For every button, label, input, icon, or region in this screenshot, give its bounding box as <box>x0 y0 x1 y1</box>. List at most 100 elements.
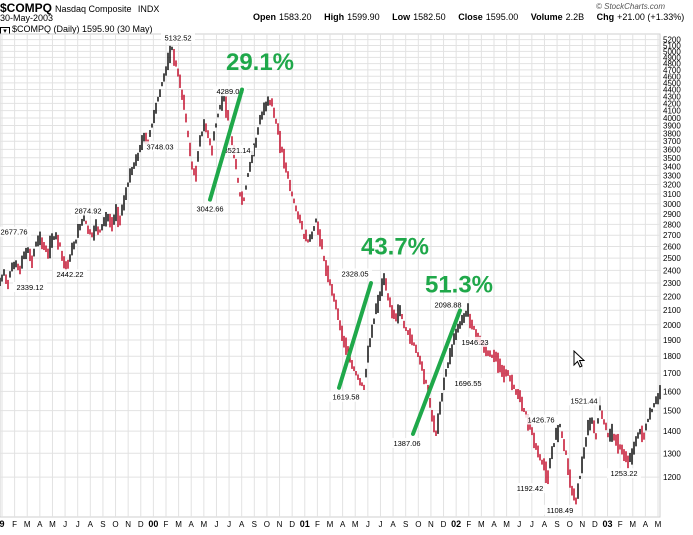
x-tick-label: F <box>315 520 320 529</box>
x-tick-label: D <box>592 520 598 529</box>
legend-text: $COMPQ (Daily) 1595.90 (30 May) <box>12 24 153 34</box>
y-tick-label: 4000 <box>663 114 681 123</box>
x-tick-label: N <box>428 520 434 529</box>
volume-value: 2.2B <box>565 12 585 22</box>
svg-text:3521.14: 3521.14 <box>223 146 250 155</box>
x-tick-label: D <box>289 520 295 529</box>
high-value: 1599.90 <box>347 12 380 22</box>
y-tick-label: 5200 <box>663 36 681 45</box>
price-label: 1253.22 <box>607 468 641 479</box>
y-tick-label: 3700 <box>663 137 681 146</box>
x-tick-label: A <box>189 520 195 529</box>
svg-text:3748.03: 3748.03 <box>146 142 173 151</box>
price-label: 1108.49 <box>543 504 577 515</box>
x-tick-label: F <box>466 520 471 529</box>
x-tick-label: 00 <box>148 519 158 529</box>
x-tick-label: 01 <box>300 519 310 529</box>
x-tick-label: M <box>352 520 359 529</box>
y-tick-label: 3400 <box>663 162 681 171</box>
y-tick-label: 4700 <box>663 66 681 75</box>
y-tick-label: 1800 <box>663 352 681 361</box>
chg-label: Chg <box>596 12 615 22</box>
x-tick-label: D <box>138 520 144 529</box>
svg-text:1946.23: 1946.23 <box>461 338 488 347</box>
svg-text:2328.05: 2328.05 <box>341 269 368 278</box>
price-label: 2677.76 <box>0 226 31 237</box>
x-tick-label: M <box>175 520 182 529</box>
y-tick-label: 3500 <box>663 154 681 163</box>
quote-date: 30-May-2003 <box>0 13 54 23</box>
y-tick-label: 1600 <box>663 387 681 396</box>
price-label: 3521.14 <box>220 145 254 156</box>
price-label: 2098.88 <box>431 299 465 310</box>
x-tick-label: O <box>264 520 270 529</box>
y-tick-label: 4100 <box>663 107 681 116</box>
y-tick-label: 3000 <box>663 200 681 209</box>
low-label: Low <box>392 12 411 22</box>
high-label: High <box>324 12 345 22</box>
y-tick-label: 4300 <box>663 92 681 101</box>
price-label: 1521.44 <box>567 395 601 406</box>
x-tick-label: F <box>164 520 169 529</box>
rally-trendline <box>337 281 373 390</box>
svg-text:1108.49: 1108.49 <box>547 506 574 515</box>
symbol: $COMPQ <box>0 1 53 15</box>
y-tick-label: 2600 <box>663 242 681 251</box>
svg-text:1619.58: 1619.58 <box>332 393 359 402</box>
symbol-title: $COMPQ Nasdaq Composite INDX <box>0 1 159 15</box>
x-tick-label: F <box>12 520 17 529</box>
x-tick-label: J <box>530 520 534 529</box>
x-tick-label: M <box>201 520 208 529</box>
svg-text:1387.06: 1387.06 <box>393 439 420 448</box>
svg-text:1426.76: 1426.76 <box>527 416 554 425</box>
y-tick-label: 1700 <box>663 369 681 378</box>
x-tick-label: 9 <box>0 519 5 529</box>
y-tick-label: 2700 <box>663 231 681 240</box>
x-tick-label: S <box>252 520 257 529</box>
y-tick-label: 2300 <box>663 279 681 288</box>
y-tick-label: 2200 <box>663 292 681 301</box>
y-tick-label: 1500 <box>663 407 681 416</box>
x-tick-label: M <box>327 520 334 529</box>
x-tick-label: A <box>239 520 245 529</box>
open-label: Open <box>253 12 277 22</box>
price-label: 2442.22 <box>53 269 87 280</box>
rally-trendline <box>411 308 462 436</box>
x-tick-label: S <box>554 520 559 529</box>
svg-text:5132.52: 5132.52 <box>164 34 191 43</box>
y-tick-label: 2100 <box>663 306 681 315</box>
price-label: 4289.06 <box>213 86 247 97</box>
price-label: 1192.42 <box>513 483 547 494</box>
x-tick-label: M <box>503 520 510 529</box>
rally-percent-label: 29.1% <box>226 49 294 76</box>
x-tick-label: J <box>378 520 382 529</box>
mouse-pointer-icon <box>573 349 586 373</box>
y-tick-label: 1300 <box>663 449 681 458</box>
y-tick-label: 4900 <box>663 53 681 62</box>
svg-text:3042.66: 3042.66 <box>196 205 223 214</box>
y-tick-label: 2800 <box>663 220 681 229</box>
rally-trendline <box>208 87 244 202</box>
close-label: Close <box>458 12 483 22</box>
y-tick-label: 1900 <box>663 336 681 345</box>
rally-percent-label: 51.3% <box>425 271 493 298</box>
y-tick-label: 3200 <box>663 181 681 190</box>
x-tick-label: A <box>88 520 94 529</box>
x-tick-label: 03 <box>603 519 613 529</box>
svg-text:1696.55: 1696.55 <box>454 379 481 388</box>
price-label: 1946.23 <box>458 336 492 347</box>
y-tick-label: 3900 <box>663 122 681 131</box>
x-tick-label: A <box>542 520 548 529</box>
price-label: 3042.66 <box>193 203 227 214</box>
y-tick-label: 2500 <box>663 254 681 263</box>
y-tick-label: 4600 <box>663 72 681 81</box>
y-tick-label: 3100 <box>663 190 681 199</box>
svg-text:2442.22: 2442.22 <box>56 270 83 279</box>
svg-text:2677.76: 2677.76 <box>0 228 27 237</box>
x-tick-label: D <box>441 520 447 529</box>
y-tick-label: 4400 <box>663 86 681 95</box>
x-tick-label: J <box>76 520 80 529</box>
x-tick-label: M <box>655 520 662 529</box>
y-tick-label: 5100 <box>663 41 681 50</box>
y-tick-label: 2900 <box>663 210 681 219</box>
